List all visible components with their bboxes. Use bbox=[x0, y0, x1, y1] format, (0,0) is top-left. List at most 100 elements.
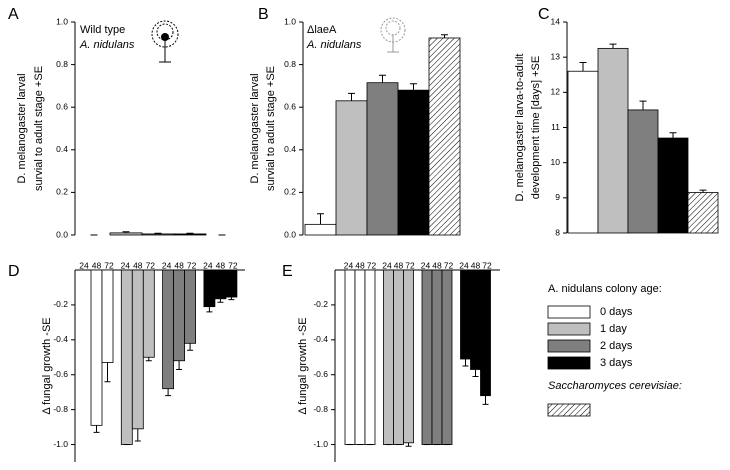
error-bar bbox=[154, 232, 162, 234]
y-tick-label: 9 bbox=[555, 192, 560, 202]
legend-swatch bbox=[547, 339, 591, 353]
bar bbox=[460, 269, 471, 360]
category-label: 48 bbox=[432, 260, 442, 270]
legend-title: A. nidulans colony age: bbox=[548, 283, 662, 295]
error-bar bbox=[187, 343, 194, 351]
panel-label: A bbox=[8, 6, 19, 23]
y-tick-label: -1.0 bbox=[53, 439, 68, 449]
bar bbox=[141, 233, 175, 236]
legend-label: 0 days bbox=[600, 306, 633, 318]
y-tick-label: 0.4 bbox=[56, 144, 68, 154]
panel-label: D bbox=[8, 263, 20, 280]
bar bbox=[657, 137, 689, 234]
annotation: A. nidulans bbox=[79, 39, 135, 51]
error-bar bbox=[145, 357, 152, 362]
bar bbox=[225, 269, 238, 298]
icon-laea bbox=[380, 17, 406, 53]
y-tick-label: 0.8 bbox=[284, 59, 296, 69]
bar bbox=[162, 269, 175, 390]
bar bbox=[687, 192, 719, 234]
error-bar bbox=[228, 297, 235, 301]
y-tick-label: 1.0 bbox=[56, 16, 68, 26]
category-label: 24 bbox=[162, 260, 172, 270]
error-bar bbox=[217, 298, 224, 303]
bar bbox=[184, 269, 197, 344]
y-tick-label: 14 bbox=[551, 16, 561, 26]
legend-label: 3 days bbox=[600, 357, 633, 369]
bar bbox=[428, 37, 461, 236]
bar bbox=[627, 109, 659, 234]
y-axis-label: D. melanogaster larval bbox=[249, 73, 261, 183]
y-tick-label: -0.4 bbox=[313, 334, 328, 344]
y-tick-label: 12 bbox=[551, 87, 561, 97]
error-bar bbox=[379, 74, 386, 83]
legend-swatch bbox=[547, 305, 591, 319]
bar bbox=[304, 223, 337, 236]
bar bbox=[344, 269, 356, 445]
bar bbox=[354, 269, 366, 445]
error-bar bbox=[122, 231, 130, 233]
bar bbox=[567, 70, 599, 234]
category-label: 24 bbox=[121, 260, 131, 270]
y-axis-label: D. melanogaster larval bbox=[16, 73, 28, 183]
category-label: 72 bbox=[482, 260, 492, 270]
y-tick-label: -0.6 bbox=[313, 369, 328, 379]
legend-label: 2 days bbox=[600, 340, 633, 352]
bar bbox=[383, 269, 394, 445]
y-tick-label: 0.6 bbox=[56, 101, 68, 111]
bar bbox=[403, 269, 414, 444]
error-bar bbox=[462, 359, 469, 367]
bar bbox=[173, 269, 186, 362]
error-bar bbox=[579, 61, 587, 72]
error-bar bbox=[104, 362, 111, 383]
y-tick-label: -0.2 bbox=[313, 299, 328, 309]
category-label: 48 bbox=[174, 260, 184, 270]
bar bbox=[90, 269, 103, 426]
category-label: 24 bbox=[79, 260, 89, 270]
error-bar bbox=[482, 395, 489, 405]
bar bbox=[214, 269, 227, 300]
y-tick-label: -0.6 bbox=[53, 369, 68, 379]
bar bbox=[480, 269, 491, 397]
category-label: 72 bbox=[367, 260, 377, 270]
legend-swatch bbox=[547, 322, 591, 336]
y-axis-label: D. melanogaster larva-to-adult bbox=[514, 54, 526, 202]
panel-label: C bbox=[538, 6, 550, 23]
category-label: 24 bbox=[344, 260, 354, 270]
bar bbox=[470, 269, 481, 370]
error-bar bbox=[699, 189, 707, 193]
y-tick-label: 0.2 bbox=[56, 187, 68, 197]
bar bbox=[431, 269, 443, 445]
category-label: 72 bbox=[104, 260, 114, 270]
bar bbox=[397, 89, 430, 236]
error-bar bbox=[176, 360, 183, 370]
bar bbox=[597, 47, 629, 234]
y-tick-label: -0.2 bbox=[53, 299, 68, 309]
error-bar bbox=[348, 92, 355, 101]
bar bbox=[421, 269, 433, 445]
error-bar bbox=[317, 213, 324, 225]
category-label: 48 bbox=[216, 260, 226, 270]
category-label: 48 bbox=[133, 260, 143, 270]
error-bar bbox=[609, 43, 617, 49]
bar bbox=[366, 82, 399, 236]
icon-wild-type bbox=[151, 20, 179, 63]
bar bbox=[109, 232, 143, 236]
error-bar bbox=[93, 425, 100, 433]
y-tick-label: 0.8 bbox=[56, 59, 68, 69]
error-bar bbox=[186, 232, 194, 234]
error-bar bbox=[639, 100, 647, 110]
panel-label: B bbox=[258, 6, 269, 23]
category-label: 24 bbox=[421, 260, 431, 270]
bar bbox=[131, 269, 144, 430]
bar bbox=[203, 269, 216, 308]
y-tick-label: 10 bbox=[551, 157, 561, 167]
category-label: 24 bbox=[459, 260, 469, 270]
error-bar bbox=[405, 442, 412, 447]
y-tick-label: 0.0 bbox=[56, 229, 68, 239]
y-tick-label: 0.4 bbox=[284, 144, 296, 154]
bar bbox=[101, 269, 114, 363]
bar bbox=[335, 100, 368, 236]
y-tick-label: -0.8 bbox=[313, 404, 328, 414]
category-label: 72 bbox=[187, 260, 197, 270]
